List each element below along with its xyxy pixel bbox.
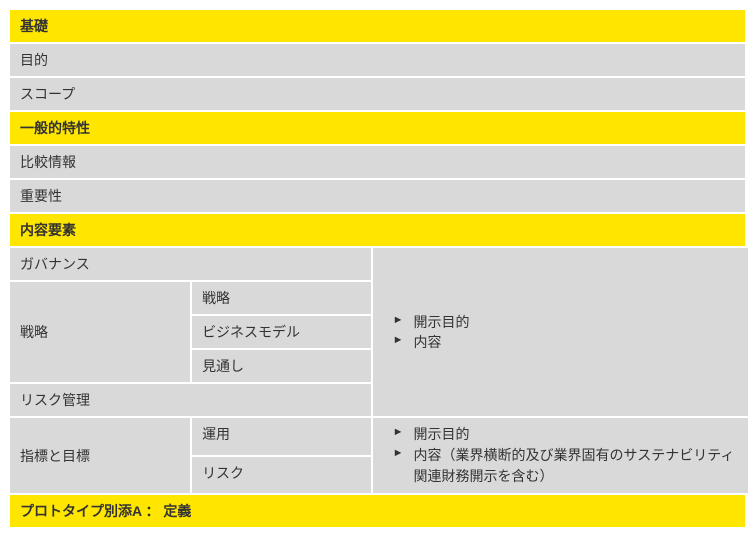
section-header-2: 一般的特性 xyxy=(10,112,745,144)
row-business-model: ビジネスモデル xyxy=(192,316,371,348)
triangle-icon: ► xyxy=(393,332,404,350)
row-strategy-label: 戦略 xyxy=(10,282,190,382)
row-risk: リスク xyxy=(192,457,371,494)
section-header-3: 内容要素 xyxy=(10,214,745,246)
bullet-text: 開示目的 xyxy=(414,424,470,445)
footer-appendix: プロトタイプ別添A ： 定義 xyxy=(10,495,745,527)
bullet-line: ► 開示目的 xyxy=(393,424,738,445)
bullet-line: ► 内容 xyxy=(393,332,738,352)
block1-right-panel: ► 開示目的 ► 内容 xyxy=(373,248,748,416)
row-operation: 運用 xyxy=(192,418,371,455)
row-materiality: 重要性 xyxy=(10,180,745,212)
content-block-1: ガバナンス 戦略 戦略 ビジネスモデル 見通し リスク管理 ► 開示目的 ► 内… xyxy=(10,248,745,416)
bullet-line: ► 開示目的 xyxy=(393,312,738,332)
row-outlook: 見通し xyxy=(192,350,371,382)
structure-table: 基礎 目的 スコープ 一般的特性 比較情報 重要性 内容要素 ガバナンス 戦略 … xyxy=(10,10,745,527)
header-general: 一般的特性 xyxy=(10,112,745,144)
triangle-icon: ► xyxy=(393,424,404,442)
row-risk-mgmt: リスク管理 xyxy=(10,384,371,416)
bullet-text: 内容 xyxy=(414,332,442,352)
row-strategy: 戦略 xyxy=(192,282,371,314)
content-block-2: 指標と目標 運用 リスク ► 開示目的 ► 内容（業界横断的及び業界固有のサステ… xyxy=(10,418,745,493)
header-basics: 基礎 xyxy=(10,10,745,42)
row-compare: 比較情報 xyxy=(10,146,745,178)
bullet-text: 開示目的 xyxy=(414,312,470,332)
section-header-1: 基礎 xyxy=(10,10,745,42)
block2-right-panel: ► 開示目的 ► 内容（業界横断的及び業界固有のサステナビリティ関連財務開示を含… xyxy=(373,418,748,493)
row-metrics-label: 指標と目標 xyxy=(10,418,190,493)
row-governance: ガバナンス xyxy=(10,248,371,280)
bullet-line: ► 内容（業界横断的及び業界固有のサステナビリティ関連財務開示を含む） xyxy=(393,445,738,487)
triangle-icon: ► xyxy=(393,445,404,463)
row-purpose: 目的 xyxy=(10,44,745,76)
triangle-icon: ► xyxy=(393,312,404,330)
header-content: 内容要素 xyxy=(10,214,745,246)
footer-row: プロトタイプ別添A ： 定義 xyxy=(10,495,745,527)
bullet-text: 内容（業界横断的及び業界固有のサステナビリティ関連財務開示を含む） xyxy=(414,445,738,487)
row-scope: スコープ xyxy=(10,78,745,110)
